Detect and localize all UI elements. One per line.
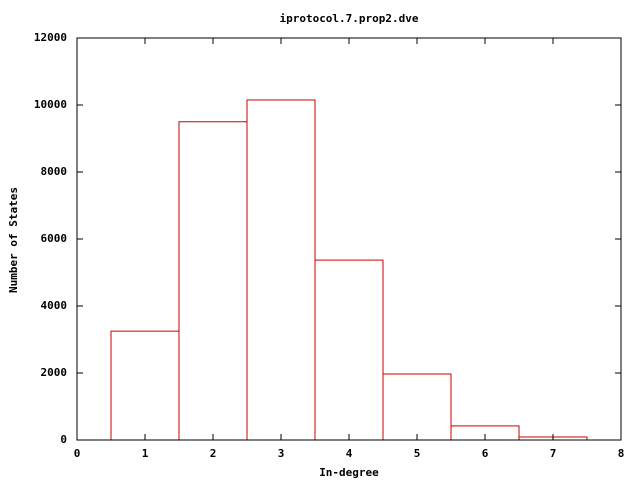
y-axis-label: Number of States	[7, 187, 20, 293]
x-axis-label: In-degree	[319, 466, 379, 479]
bar	[178, 121, 248, 441]
y-tick-label: 6000	[41, 232, 68, 245]
x-tick-label: 2	[210, 447, 217, 460]
bar	[314, 259, 384, 441]
y-tick-label: 4000	[41, 299, 68, 312]
bar	[110, 330, 180, 441]
y-tick-label: 2000	[41, 366, 68, 379]
x-tick-label: 3	[278, 447, 285, 460]
bar	[382, 373, 452, 441]
y-tick-label: 12000	[34, 31, 67, 44]
x-tick-label: 1	[142, 447, 149, 460]
chart-title: iprotocol.7.prop2.dve	[279, 12, 418, 25]
x-tick-label: 0	[74, 447, 81, 460]
y-tick-label: 8000	[41, 165, 68, 178]
x-tick-label: 6	[482, 447, 489, 460]
bar	[246, 99, 316, 441]
x-tick-label: 7	[550, 447, 557, 460]
x-tick-label: 8	[618, 447, 625, 460]
y-tick-label: 10000	[34, 98, 67, 111]
plot-border	[76, 37, 622, 441]
y-tick-label: 0	[60, 433, 67, 446]
x-tick-label: 5	[414, 447, 421, 460]
x-tick-label: 4	[346, 447, 353, 460]
